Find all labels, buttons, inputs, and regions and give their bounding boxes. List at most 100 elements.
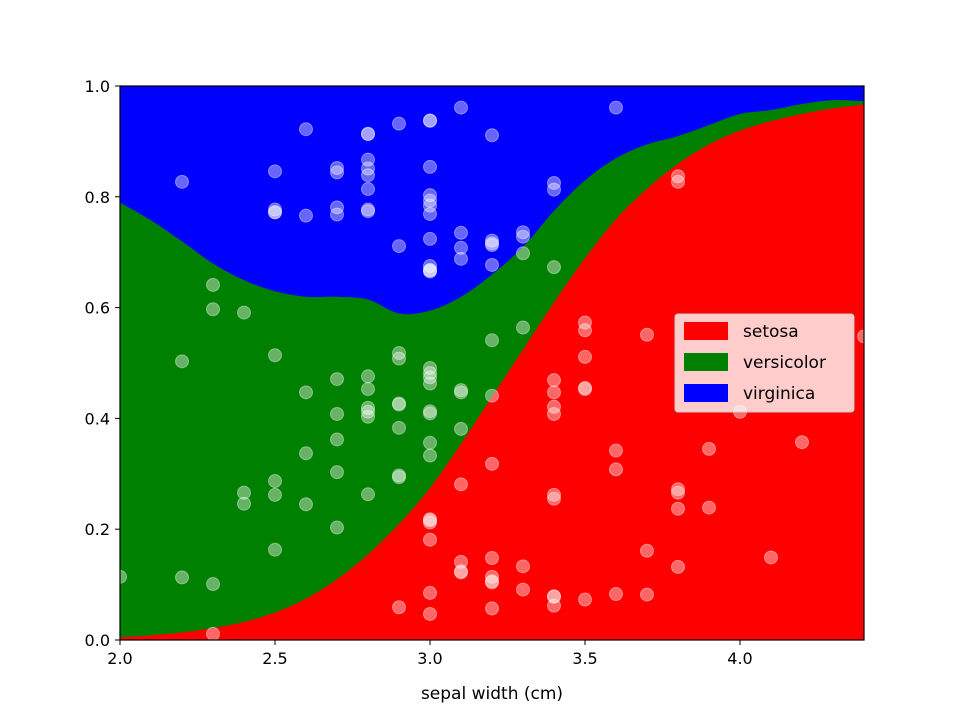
scatter-point — [423, 113, 437, 128]
scatter-point — [671, 501, 685, 516]
scatter-point — [423, 360, 437, 375]
scatter-point — [392, 239, 406, 254]
scatter-point — [330, 207, 344, 222]
scatter-point — [485, 333, 499, 348]
scatter-point — [423, 263, 437, 278]
legend-swatch-virginica — [684, 384, 728, 402]
scatter-point — [423, 606, 437, 621]
y-axis: 0.0 0.2 0.4 0.6 0.8 1.0 — [85, 77, 120, 650]
scatter-point — [206, 302, 220, 317]
scatter-point — [361, 382, 375, 397]
plot-frame — [119, 85, 865, 641]
scatter-point — [423, 231, 437, 246]
scatter-point — [423, 585, 437, 600]
scatter-point — [485, 574, 499, 589]
scatter-point — [578, 349, 592, 364]
scatter-point — [516, 582, 530, 597]
stacked-area-layer — [120, 86, 864, 640]
scatter-point — [361, 204, 375, 219]
scatter-point — [764, 550, 778, 565]
scatter-points — [120, 100, 864, 640]
scatter-point — [454, 240, 468, 255]
scatter-point — [454, 564, 468, 579]
scatter-point — [423, 198, 437, 213]
scatter-point — [237, 485, 251, 500]
scatter-point — [423, 406, 437, 421]
scatter-point — [299, 208, 313, 223]
scatter-point — [361, 409, 375, 424]
scatter-point — [702, 500, 716, 515]
scatter-point — [671, 169, 685, 184]
scatter-point — [454, 477, 468, 492]
scatter-point — [299, 122, 313, 137]
scatter-point — [330, 160, 344, 175]
scatter-point — [485, 238, 499, 252]
scatter-point — [578, 380, 592, 395]
scatter-point — [640, 327, 654, 342]
scatter-point — [361, 168, 375, 183]
scatter-point — [485, 236, 499, 251]
scatter-point — [423, 259, 437, 274]
scatter-point — [175, 354, 189, 369]
scatter-point — [268, 487, 282, 502]
scatter-point — [392, 468, 406, 483]
scatter-point — [361, 152, 375, 167]
scatter-point — [454, 225, 468, 240]
scatter-point — [206, 577, 220, 592]
legend-swatch-setosa — [684, 322, 728, 340]
scatter-point — [547, 260, 561, 275]
scatter-point — [423, 435, 437, 450]
scatter-point — [485, 388, 499, 403]
scatter-point — [516, 229, 530, 244]
scatter-point — [609, 100, 623, 115]
scatter-point — [361, 487, 375, 502]
scatter-point — [268, 474, 282, 488]
scatter-point — [454, 383, 468, 398]
scatter-point — [609, 462, 623, 477]
scatter-point — [423, 532, 437, 547]
scatter-point — [454, 385, 468, 400]
scatter-point — [206, 277, 220, 292]
x-tick-label: 4.0 — [727, 649, 752, 668]
x-tick-label: 3.5 — [572, 649, 597, 668]
scatter-point — [423, 404, 437, 419]
scatter-point — [361, 161, 375, 176]
scatter-point — [361, 202, 375, 217]
scatter-point — [392, 470, 406, 485]
scatter-point — [423, 376, 437, 391]
scatter-point — [423, 159, 437, 174]
scatter-point — [547, 373, 561, 388]
scatter-point — [268, 205, 282, 220]
scatter-point — [609, 443, 623, 458]
scatter-point — [392, 346, 406, 361]
scatter-point — [578, 592, 592, 607]
scatter-point — [206, 626, 220, 640]
scatter-point — [671, 485, 685, 500]
scatter-point — [423, 515, 437, 530]
scatter-point — [299, 497, 313, 512]
scatter-point — [361, 126, 375, 141]
scatter-point — [454, 554, 468, 569]
scatter-point — [578, 382, 592, 397]
scatter-point — [268, 202, 282, 217]
area-virginica — [120, 86, 864, 315]
y-tick-label: 0.4 — [85, 409, 110, 428]
scatter-point — [578, 315, 592, 330]
scatter-point — [237, 305, 251, 320]
scatter-point — [392, 351, 406, 366]
scatter-point — [547, 487, 561, 502]
scatter-point — [299, 446, 313, 461]
scatter-point — [330, 406, 344, 421]
scatter-point — [392, 116, 406, 131]
scatter-point — [485, 456, 499, 471]
scatter-point — [392, 420, 406, 435]
legend-label-versicolor: versicolor — [743, 353, 826, 373]
y-tick-label: 0.8 — [85, 188, 110, 207]
scatter-point — [392, 397, 406, 412]
scatter-point — [330, 465, 344, 480]
scatter-point — [423, 512, 437, 527]
scatter-point — [423, 206, 437, 221]
scatter-point — [423, 193, 437, 208]
y-tick-label: 0.6 — [85, 299, 110, 318]
legend-label-virginica: virginica — [743, 384, 815, 404]
